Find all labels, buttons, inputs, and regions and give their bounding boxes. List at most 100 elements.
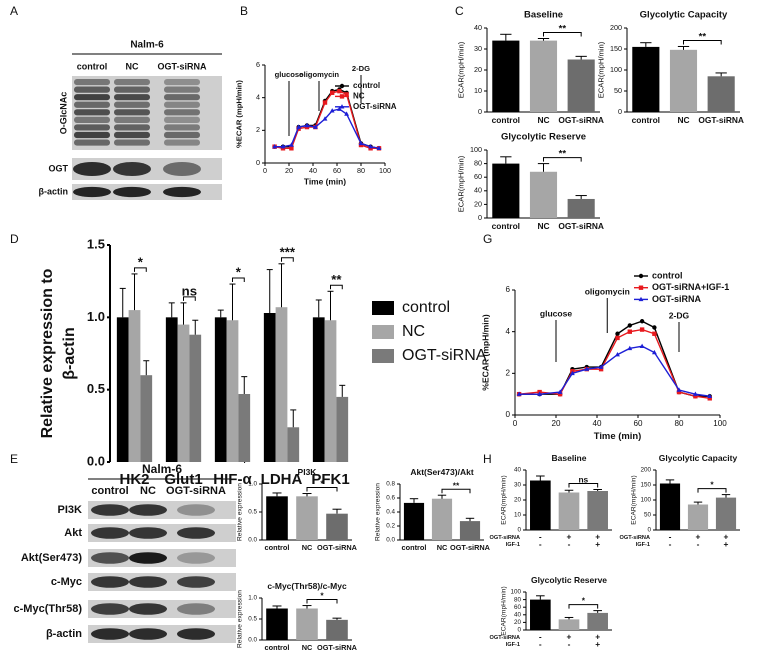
blot-band [74, 139, 110, 146]
point [304, 122, 310, 128]
y-tick-label: 100 [510, 589, 521, 596]
lane-label: control [91, 485, 128, 497]
significance-label: * [236, 265, 242, 280]
bar [659, 483, 681, 530]
y-tick-label: 2 [256, 125, 260, 134]
significance-label: ns [182, 283, 197, 298]
panel-letter: D [10, 232, 19, 246]
point [516, 391, 522, 396]
blot-band [114, 124, 150, 131]
y-tick-label: 0 [478, 107, 482, 116]
blot-band [114, 101, 150, 108]
blot-band [164, 131, 200, 139]
point [651, 349, 657, 355]
blot-band [74, 109, 110, 116]
condition-sign: - [539, 532, 542, 542]
condition-label: OGT-siRNA [490, 635, 520, 641]
y-tick-label: 0.0 [87, 453, 105, 468]
point [639, 319, 645, 324]
bar [687, 504, 709, 530]
blot-band [177, 504, 215, 516]
y-tick-label: 1.5 [87, 236, 105, 251]
x-tick-label: OGT-siRNA [317, 643, 358, 652]
point [584, 366, 590, 371]
x-tick-label: HK2 [119, 471, 149, 488]
condition-sign: - [669, 539, 672, 549]
legend-marker [339, 104, 345, 109]
panel-letter: A [10, 4, 18, 18]
significance-label: ** [331, 272, 342, 287]
y-tick-label: 6 [505, 285, 510, 294]
y-tick-label: 20 [474, 199, 482, 208]
point [288, 142, 294, 147]
y-tick-label: 40 [514, 611, 522, 618]
blot-band [114, 79, 150, 86]
bar [296, 608, 318, 640]
legend-label: control [402, 299, 450, 316]
y-tick-label: 0.0 [386, 537, 395, 544]
x-tick-label: NC [302, 643, 313, 652]
y-tick-label: 0 [517, 627, 521, 634]
blot-band [74, 116, 110, 123]
blot-band [129, 504, 167, 516]
y-tick-label: 20 [514, 497, 522, 504]
chart-title: Glycolytic Capacity [640, 10, 728, 21]
y-tick-label: 150 [610, 44, 622, 53]
y-tick-label: 0.5 [248, 509, 257, 516]
condition-sign: + [567, 632, 572, 642]
row-label: Akt(Ser473) [21, 552, 82, 564]
point [296, 124, 302, 129]
y-axis-label: Relative expression [236, 590, 243, 648]
blot-band [91, 504, 129, 516]
y-tick-label: 0.0 [248, 637, 257, 644]
condition-sign: + [724, 539, 729, 549]
x-tick-label: OGT-siRNA [698, 115, 744, 125]
bar [529, 40, 558, 112]
point [615, 335, 620, 341]
bar [263, 312, 276, 462]
blot-band [177, 628, 215, 640]
blot-band [74, 131, 110, 139]
condition-label: OGT-siRNA [490, 535, 520, 541]
x-tick-label: 100 [379, 166, 391, 175]
point [652, 325, 657, 330]
significance-label: * [582, 596, 586, 606]
y-tick-label: 150 [640, 482, 651, 489]
x-axis-label: Time (min) [594, 431, 642, 442]
blot-band [164, 79, 200, 86]
bar [403, 502, 425, 540]
y-tick-label: 40 [474, 186, 482, 195]
legend-marker [339, 94, 345, 99]
significance-bracket [543, 32, 582, 37]
row-label: O-GlcNAc [58, 92, 68, 135]
x-tick-label: 20 [551, 419, 561, 428]
significance-label: ** [559, 23, 567, 34]
significance-label: * [138, 254, 144, 269]
cell-line: Nalm-6 [130, 40, 164, 51]
blot-band [114, 116, 150, 123]
point [598, 366, 604, 372]
legend-label: OGT-siRNA+IGF-1 [652, 282, 729, 292]
y-tick-label: 30 [514, 482, 522, 489]
significance-label: ** [559, 149, 567, 160]
point [329, 108, 335, 113]
significance-label: ** [699, 31, 707, 42]
annotation: oligomycin [585, 286, 630, 296]
point [627, 345, 633, 351]
y-axis-label: %ECAR (mpH/min) [480, 314, 490, 391]
x-tick-label: NC [302, 543, 313, 552]
y-tick-label: 30 [474, 44, 482, 53]
bar [326, 513, 348, 540]
lane-label: OGT-siRNA [166, 485, 226, 497]
bar [214, 317, 227, 462]
row-label: β-actin [39, 186, 69, 196]
chart-title: Glycolytic Capacity [659, 453, 738, 463]
x-tick-label: NC [437, 543, 448, 552]
y-tick-label: 100 [640, 497, 651, 504]
panel-letter: E [10, 452, 18, 466]
legend-swatch [372, 301, 394, 315]
x-tick-label: OGT-siRNA [317, 543, 358, 552]
point [322, 116, 328, 121]
y-tick-label: 10 [474, 86, 482, 95]
y-tick-label: 0 [505, 410, 510, 419]
